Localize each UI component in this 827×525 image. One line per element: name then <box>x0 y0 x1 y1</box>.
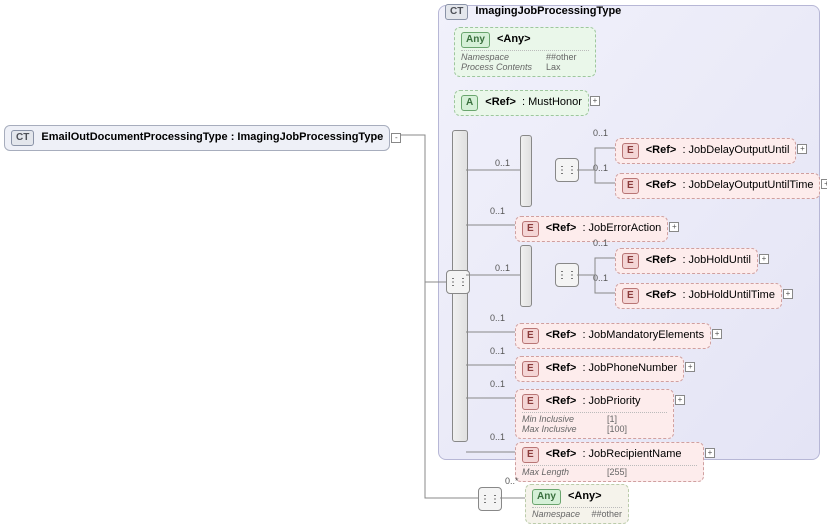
expand-icon[interactable]: + <box>759 254 769 264</box>
element-name: : JobErrorAction <box>582 222 661 234</box>
any-bottom-node: Any <Any> Namespace ##other <box>525 484 629 524</box>
element-badge: E <box>522 361 539 377</box>
min-label: Min Inclusive <box>522 414 597 424</box>
any-top-label: <Any> <box>497 33 531 45</box>
element-badge: E <box>522 328 539 344</box>
element-name: : JobPhoneNumber <box>582 362 677 374</box>
min-val: [1] <box>607 414 617 424</box>
root-type-node: CT EmailOutDocumentProcessingType : Imag… <box>4 125 390 151</box>
choice-bar <box>520 135 532 207</box>
expand-icon[interactable]: + <box>675 395 685 405</box>
expand-icon[interactable]: + <box>712 329 722 339</box>
occurrence: 0..1 <box>490 206 505 216</box>
element-name: : JobDelayOutputUntil <box>682 144 789 156</box>
element-badge: E <box>622 178 639 194</box>
expand-icon[interactable]: + <box>783 289 793 299</box>
ref-label: <Ref> <box>485 96 516 108</box>
expand-icon[interactable]: + <box>590 96 600 106</box>
ns-label: Namespace <box>532 509 581 519</box>
element-name: : JobHoldUntilTime <box>682 289 775 301</box>
ref-label: <Ref> <box>646 289 677 301</box>
any-top-node: Any <Any> Namespace ##other Process Conte… <box>454 27 596 77</box>
attribute-badge: A <box>461 95 478 111</box>
expand-icon[interactable]: + <box>797 144 807 154</box>
job-priority-node: E <Ref> : JobPriority + Min Inclusive[1]… <box>515 389 674 439</box>
ns-val: ##other <box>591 509 622 519</box>
max-label: Max Inclusive <box>522 424 597 434</box>
element-badge: E <box>622 253 639 269</box>
any-badge: Any <box>461 32 490 48</box>
any-bottom-label: <Any> <box>568 490 602 502</box>
ct-badge: CT <box>11 130 34 146</box>
occurrence: 0..1 <box>495 158 510 168</box>
proc-label: Process Contents <box>461 62 536 72</box>
container-header: CT ImagingJobProcessingType <box>445 4 621 20</box>
expand-icon[interactable]: + <box>821 179 827 189</box>
ct-badge: CT <box>445 4 468 20</box>
ns-label: Namespace <box>461 52 536 62</box>
ref-label: <Ref> <box>546 329 577 341</box>
job-error-action-node: E <Ref> : JobErrorAction + <box>515 216 668 242</box>
choice-icon: ⋮⋮ <box>555 263 579 287</box>
element-name: : JobRecipientName <box>582 448 681 460</box>
occurrence: 0..1 <box>490 346 505 356</box>
element-badge: E <box>622 288 639 304</box>
element-badge: E <box>522 394 539 410</box>
job-mandatory-elements-node: E <Ref> : JobMandatoryElements + <box>515 323 711 349</box>
must-honor-name: : MustHonor <box>522 96 582 108</box>
len-label: Max Length <box>522 467 597 477</box>
element-badge: E <box>522 221 539 237</box>
element-name: : JobPriority <box>582 395 640 407</box>
job-delay-output-until-node: E <Ref> : JobDelayOutputUntil + <box>615 138 796 164</box>
expand-icon[interactable]: + <box>669 222 679 232</box>
container-title: ImagingJobProcessingType <box>475 5 621 17</box>
occurrence: 0..1 <box>593 128 608 138</box>
ref-label: <Ref> <box>646 144 677 156</box>
choice-bar <box>520 245 532 307</box>
len-val: [255] <box>607 467 627 477</box>
ref-label: <Ref> <box>646 179 677 191</box>
max-val: [100] <box>607 424 627 434</box>
ref-label: <Ref> <box>546 362 577 374</box>
sequence-icon: ⋮⋮ <box>478 487 502 511</box>
sequence-icon: ⋮⋮ <box>446 270 470 294</box>
job-hold-until-time-node: E <Ref> : JobHoldUntilTime + <box>615 283 782 309</box>
ns-val: ##other <box>546 52 577 62</box>
occurrence: 0..1 <box>593 163 608 173</box>
root-type-label: EmailOutDocumentProcessingType : Imaging… <box>41 131 383 143</box>
ref-label: <Ref> <box>546 395 577 407</box>
element-name: : JobHoldUntil <box>682 254 750 266</box>
any-badge: Any <box>532 489 561 505</box>
element-name: : JobDelayOutputUntilTime <box>682 179 813 191</box>
occurrence: 0..1 <box>593 238 608 248</box>
ref-label: <Ref> <box>546 222 577 234</box>
occurrence: 0..* <box>505 476 519 486</box>
occurrence: 0..1 <box>495 263 510 273</box>
must-honor-node: A <Ref> : MustHonor + <box>454 90 589 116</box>
element-badge: E <box>522 447 539 463</box>
job-phone-number-node: E <Ref> : JobPhoneNumber + <box>515 356 684 382</box>
occurrence: 0..1 <box>593 273 608 283</box>
occurrence: 0..1 <box>490 379 505 389</box>
proc-val: Lax <box>546 62 561 72</box>
job-recipient-name-node: E <Ref> : JobRecipientName + Max Length[… <box>515 442 704 482</box>
ref-label: <Ref> <box>646 254 677 266</box>
choice-icon: ⋮⋮ <box>555 158 579 182</box>
expand-icon[interactable]: - <box>391 133 401 143</box>
occurrence: 0..1 <box>490 432 505 442</box>
ref-label: <Ref> <box>546 448 577 460</box>
element-badge: E <box>622 143 639 159</box>
expand-icon[interactable]: + <box>685 362 695 372</box>
element-name: : JobMandatoryElements <box>582 329 704 341</box>
job-hold-until-node: E <Ref> : JobHoldUntil + <box>615 248 758 274</box>
expand-icon[interactable]: + <box>705 448 715 458</box>
job-delay-output-until-time-node: E <Ref> : JobDelayOutputUntilTime + <box>615 173 820 199</box>
occurrence: 0..1 <box>490 313 505 323</box>
